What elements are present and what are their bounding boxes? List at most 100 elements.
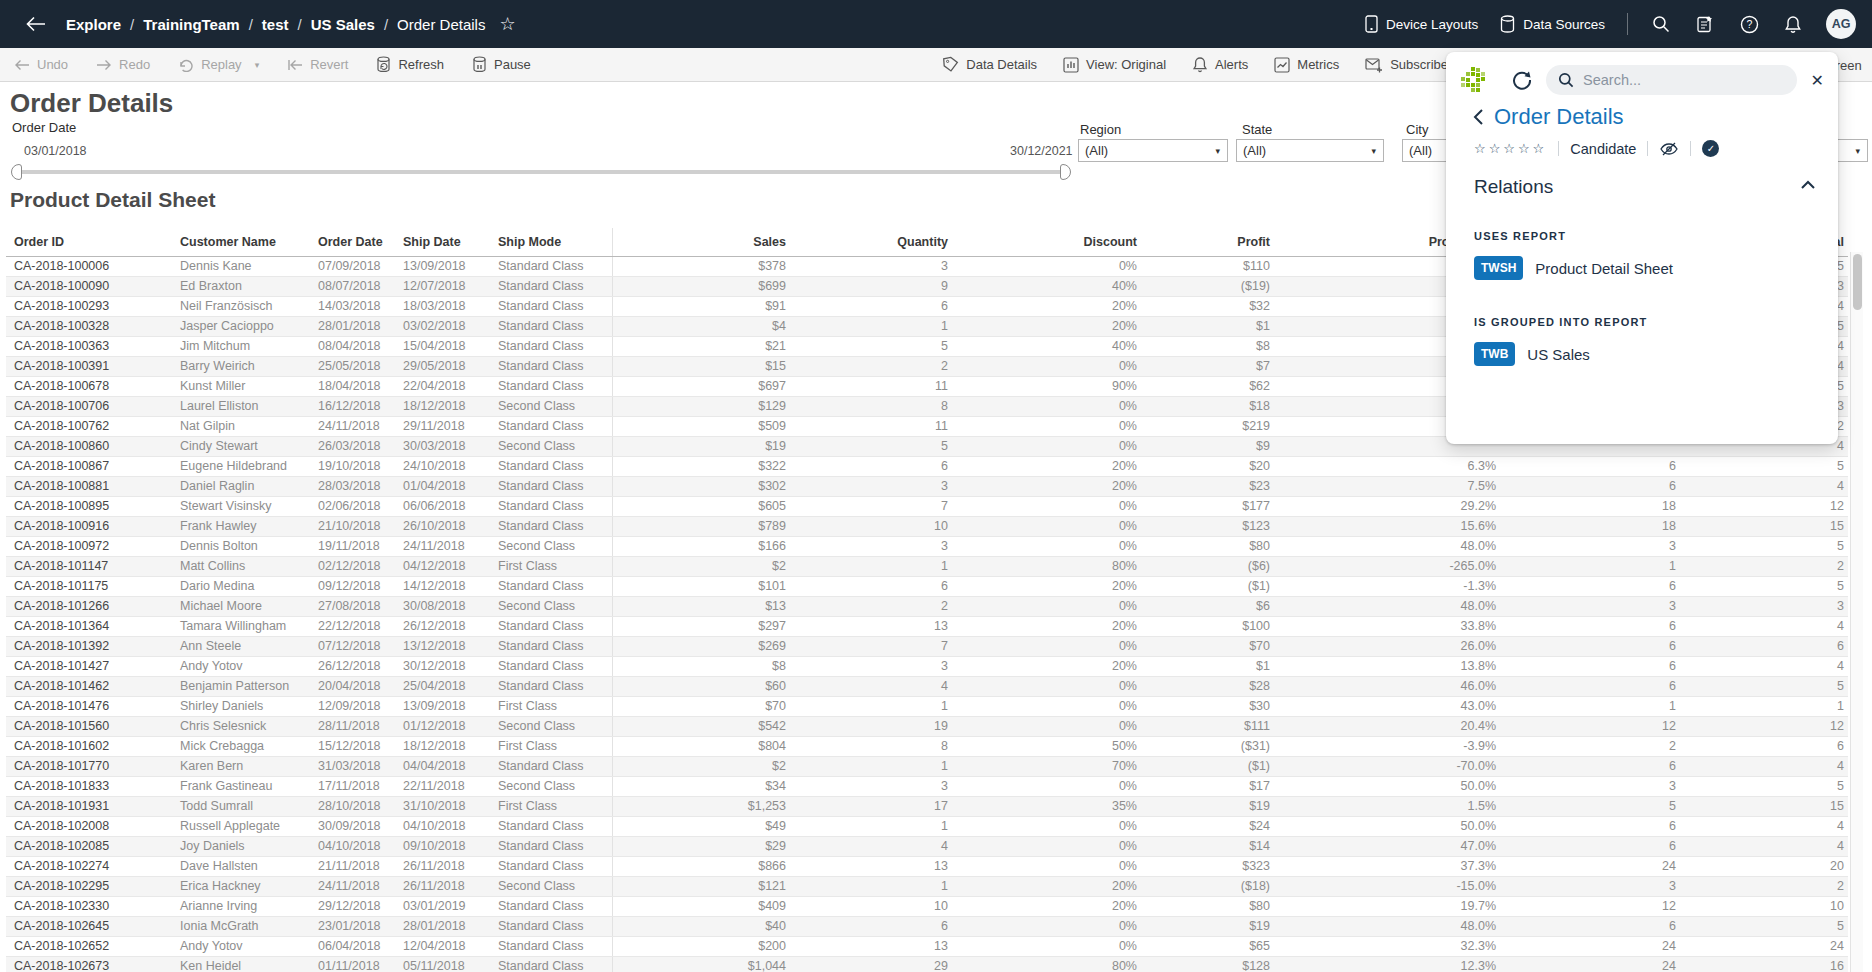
table-row: CA-2018-100972Dennis Bolton19/11/201824/… xyxy=(6,537,1848,557)
redo-button[interactable]: Redo xyxy=(96,57,150,72)
region-filter-label: Region xyxy=(1080,122,1121,137)
help-icon[interactable]: ? xyxy=(1738,13,1760,35)
table-cell: 08/07/2018 xyxy=(310,277,395,297)
table-cell: 35% xyxy=(952,797,1141,817)
notifications-bell-icon[interactable] xyxy=(1782,13,1804,35)
table-cell: 20.4% xyxy=(1274,717,1500,737)
table-cell: CA-2018-102295 xyxy=(6,877,172,897)
undo-button[interactable]: Undo xyxy=(14,57,68,72)
table-cell: 20% xyxy=(952,877,1141,897)
table-cell: ($31) xyxy=(1141,737,1274,757)
slider-handle-end[interactable] xyxy=(1060,164,1071,180)
table-cell: 0% xyxy=(952,917,1141,937)
table-cell: 07/12/2018 xyxy=(310,637,395,657)
revert-button[interactable]: Revert xyxy=(287,57,348,72)
avatar[interactable]: AG xyxy=(1826,9,1856,39)
vertical-scrollbar[interactable] xyxy=(1850,252,1863,972)
table-cell: $219 xyxy=(1141,417,1274,437)
panel-refresh-icon[interactable] xyxy=(1512,70,1532,90)
replay-dropdown-caret[interactable]: ▾ xyxy=(255,60,260,70)
table-cell: 33.8% xyxy=(1274,617,1500,637)
favorites-list-icon[interactable] xyxy=(1694,13,1716,35)
breadcrumb-item[interactable]: Order Details xyxy=(397,16,485,33)
table-cell: $62 xyxy=(1141,377,1274,397)
table-cell: 03/01/2019 xyxy=(395,897,490,917)
table-cell: CA-2018-100006 xyxy=(6,257,172,277)
table-cell: 1 xyxy=(790,757,952,777)
table-cell: $23 xyxy=(1141,477,1274,497)
table-cell: Second Class xyxy=(490,597,612,617)
table-cell: $19 xyxy=(1141,797,1274,817)
column-header[interactable]: Quantity xyxy=(790,228,952,257)
panel-close-icon[interactable]: ✕ xyxy=(1811,71,1824,90)
column-header[interactable]: Profit xyxy=(1141,228,1274,257)
table-cell: Frank Hawley xyxy=(172,517,310,537)
table-cell: $302 xyxy=(612,477,790,497)
table-cell: 1 xyxy=(790,877,952,897)
panel-back-chevron-icon[interactable] xyxy=(1472,108,1484,126)
subscribe-button[interactable]: Subscribe xyxy=(1365,57,1448,73)
slider-handle-start[interactable] xyxy=(11,164,22,180)
table-cell: $30 xyxy=(1141,697,1274,717)
relation-item[interactable]: TWB US Sales xyxy=(1474,342,1590,366)
table-cell: CA-2018-100762 xyxy=(6,417,172,437)
breadcrumb-item[interactable]: Explore xyxy=(66,16,121,33)
table-cell: 4 xyxy=(790,677,952,697)
region-filter-dropdown[interactable]: (All) ▾ xyxy=(1078,139,1228,162)
panel-asset-title[interactable]: Order Details xyxy=(1494,104,1624,130)
collapse-chevron-icon[interactable] xyxy=(1800,180,1816,190)
table-cell: 28/01/2018 xyxy=(395,917,490,937)
view-original-button[interactable]: View: Original xyxy=(1063,57,1166,73)
data-details-button[interactable]: Data Details xyxy=(942,56,1037,73)
search-icon[interactable] xyxy=(1650,13,1672,35)
table-cell: Stewart Visinsky xyxy=(172,497,310,517)
column-header[interactable]: Customer Name xyxy=(172,228,310,257)
table-cell: CA-2018-100916 xyxy=(6,517,172,537)
table-cell: 31/10/2018 xyxy=(395,797,490,817)
metrics-icon xyxy=(1274,57,1290,73)
breadcrumb-item[interactable]: TrainingTeam xyxy=(143,16,239,33)
date-range-slider xyxy=(16,170,1066,174)
pause-button[interactable]: Pause xyxy=(472,56,531,73)
data-sources-button[interactable]: Data Sources xyxy=(1500,15,1605,33)
device-layouts-button[interactable]: Device Layouts xyxy=(1365,15,1478,33)
table-cell: CA-2018-101770 xyxy=(6,757,172,777)
breadcrumb-item[interactable]: US Sales xyxy=(311,16,375,33)
table-cell: Cindy Stewart xyxy=(172,437,310,457)
table-cell: CA-2018-101476 xyxy=(6,697,172,717)
relation-item[interactable]: TWSH Product Detail Sheet xyxy=(1474,256,1673,280)
metrics-button[interactable]: Metrics xyxy=(1274,57,1339,73)
favorite-star-icon[interactable]: ☆ xyxy=(499,15,515,33)
table-cell: 1 xyxy=(790,557,952,577)
column-header[interactable]: Ship Date xyxy=(395,228,490,257)
column-header[interactable]: Order ID xyxy=(6,228,172,257)
table-cell: 15.6% xyxy=(1274,517,1500,537)
table-cell: 21/11/2018 xyxy=(310,857,395,877)
table-cell: 6 xyxy=(790,297,952,317)
relation-group-heading: IS GROUPED INTO REPORT xyxy=(1474,316,1648,328)
scrollbar-thumb[interactable] xyxy=(1853,254,1862,310)
column-header[interactable]: Sales xyxy=(612,228,790,257)
table-cell: $34 xyxy=(612,777,790,797)
table-cell: CA-2018-100706 xyxy=(6,397,172,417)
dropdown-caret-icon: ▾ xyxy=(1855,146,1860,156)
breadcrumb-separator: / xyxy=(375,16,397,33)
table-cell: 6 xyxy=(1500,637,1680,657)
table-cell: -1.3% xyxy=(1274,577,1500,597)
table-cell: 70% xyxy=(952,757,1141,777)
table-cell: 28/11/2018 xyxy=(310,717,395,737)
column-header[interactable]: Discount xyxy=(952,228,1141,257)
replay-button[interactable]: Replay ▾ xyxy=(178,57,259,72)
column-header[interactable]: Order Date xyxy=(310,228,395,257)
asset-type-badge: TWSH xyxy=(1474,256,1523,280)
back-arrow-icon[interactable] xyxy=(24,12,48,36)
breadcrumb-item[interactable]: test xyxy=(262,16,289,33)
rating-stars[interactable]: ☆☆☆☆☆ xyxy=(1474,141,1547,156)
column-header[interactable]: Ship Mode xyxy=(490,228,612,257)
refresh-button[interactable]: Refresh xyxy=(376,56,444,73)
alerts-button[interactable]: Alerts xyxy=(1192,56,1248,73)
panel-search-input[interactable]: Search... xyxy=(1546,65,1797,95)
state-filter-dropdown[interactable]: (All) ▾ xyxy=(1236,139,1384,162)
visibility-off-icon[interactable] xyxy=(1659,142,1679,156)
table-cell: CA-2018-102330 xyxy=(6,897,172,917)
